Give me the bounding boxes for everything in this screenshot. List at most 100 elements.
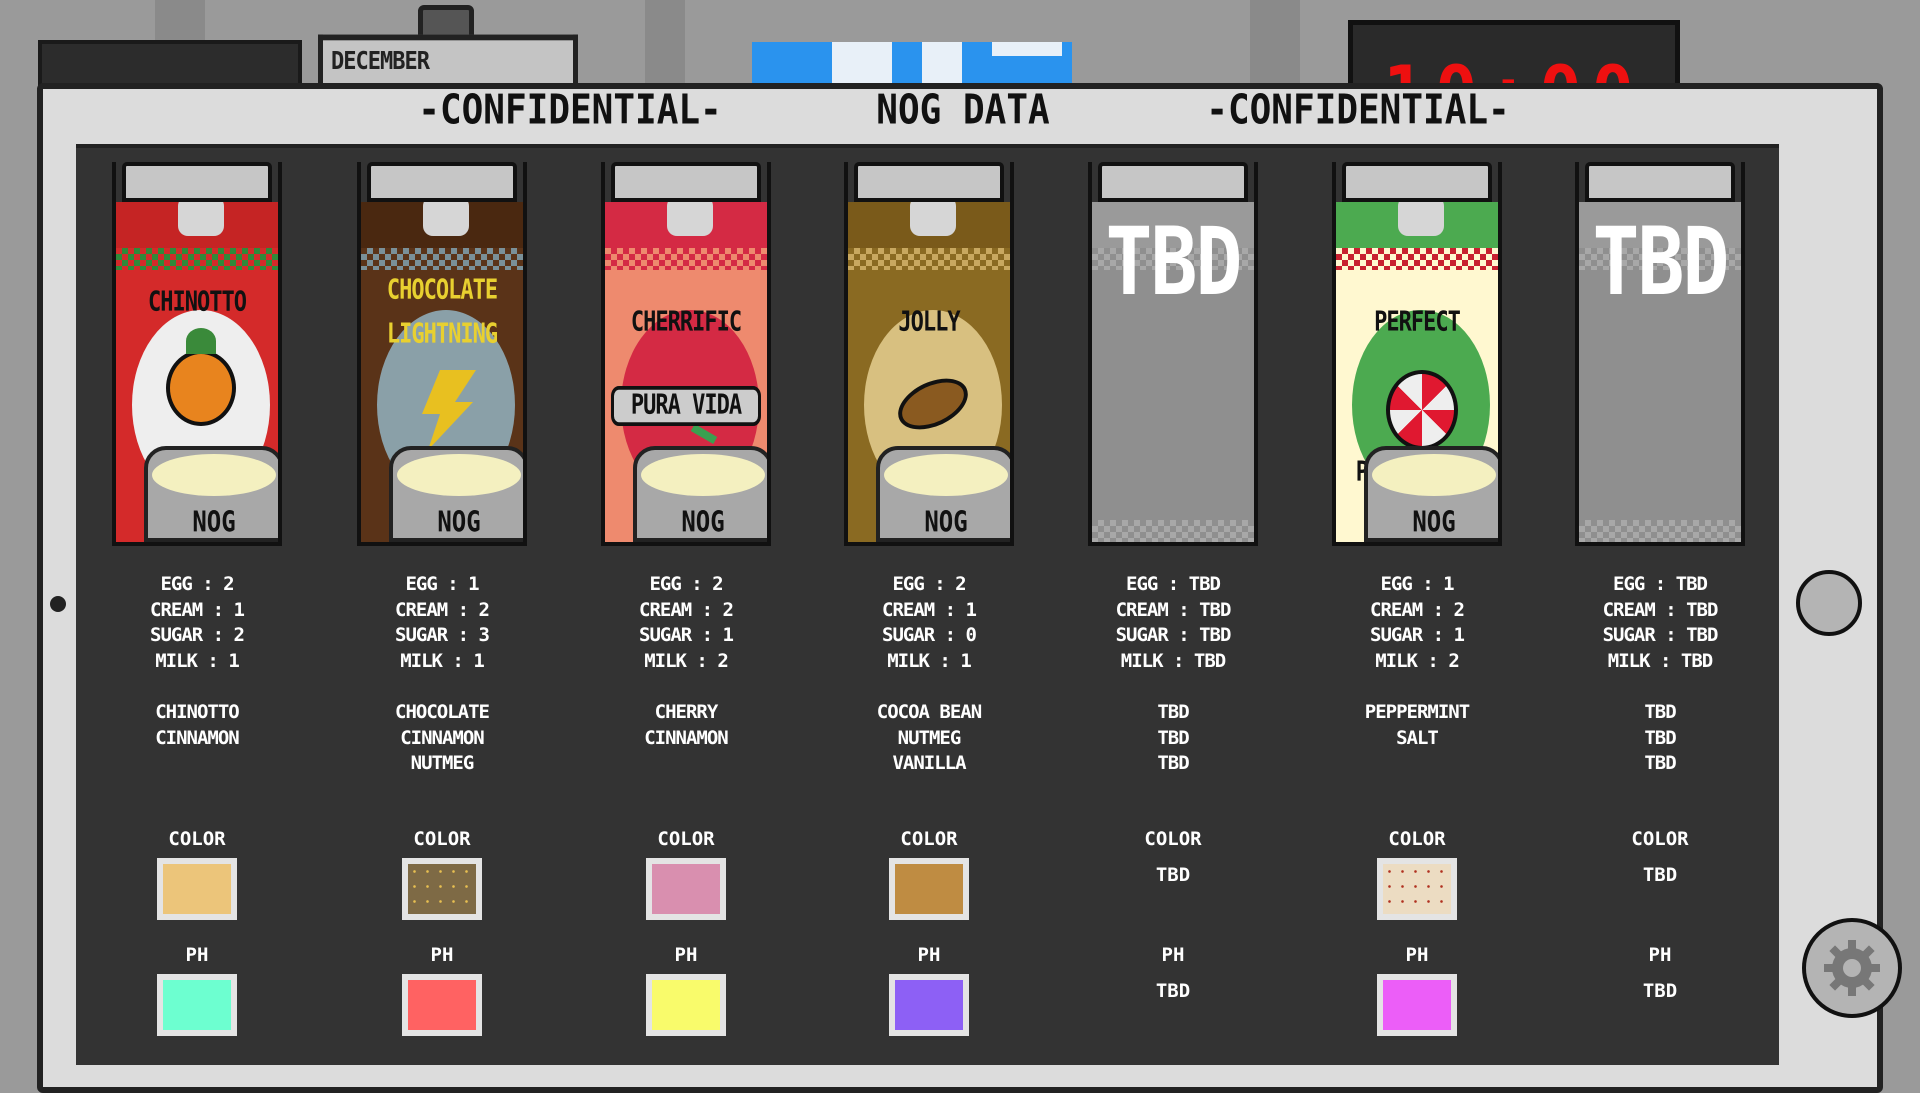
ingredient-stats: EGG : 1 CREAM : 2 SUGAR : 3 MILK : 1 bbox=[322, 572, 562, 674]
color-label: COLOR bbox=[1388, 828, 1446, 850]
carton-cap-knob bbox=[178, 196, 224, 236]
carton-top bbox=[1342, 162, 1492, 202]
cream-stat: CREAM : TBD bbox=[1115, 598, 1232, 621]
flavor-item: CHERRY bbox=[654, 701, 719, 723]
color-label: COLOR bbox=[1631, 828, 1689, 850]
gear-icon bbox=[1824, 940, 1880, 996]
flavor-item: VANILLA bbox=[892, 752, 966, 774]
ingredient-stats: EGG : 2 CREAM : 1 SUGAR : 2 MILK : 1 bbox=[77, 572, 317, 674]
cream-stat: CREAM : 2 bbox=[1370, 598, 1465, 621]
ph-label: PH bbox=[1161, 944, 1185, 966]
nog-label: NOG bbox=[437, 505, 481, 539]
nog-cup: NOG bbox=[1364, 446, 1498, 542]
peppermint-candy-icon bbox=[1386, 370, 1458, 450]
ph-label: PH bbox=[674, 944, 698, 966]
nog-carton: TBD bbox=[1575, 162, 1745, 546]
sugar-stat: SUGAR : 2 bbox=[150, 624, 245, 646]
sugar-stat: SUGAR : 1 bbox=[639, 624, 734, 646]
milk-stat: MILK : TBD bbox=[1120, 649, 1226, 672]
nog-carton: JOLLY JAVA NOG bbox=[844, 162, 1014, 546]
carton-name-line-2: PURA VIDA bbox=[611, 386, 761, 426]
carton-top bbox=[854, 162, 1004, 202]
panel-rivet bbox=[50, 596, 66, 612]
flavor-list: CHOCOLATE CINNAMON NUTMEG bbox=[322, 700, 562, 780]
egg-stat: EGG : 1 bbox=[1380, 573, 1454, 595]
ph-swatch bbox=[402, 974, 482, 1036]
color-swatch bbox=[646, 858, 726, 920]
nog-column: TBD EGG : TBD CREAM : TBD SUGAR : TBD MI… bbox=[1053, 162, 1293, 1036]
side-round-button[interactable] bbox=[1796, 570, 1862, 636]
ph-tbd: TBD bbox=[1642, 980, 1678, 1002]
nog-carton: TBD bbox=[1088, 162, 1258, 546]
egg-stat: EGG : TBD bbox=[1613, 573, 1708, 595]
clock-time: 10:00 bbox=[1383, 51, 1644, 85]
cream-stat: CREAM : 1 bbox=[150, 598, 245, 621]
ph-swatch bbox=[1377, 974, 1457, 1036]
color-tbd: TBD bbox=[1642, 864, 1678, 886]
carton-top bbox=[122, 162, 272, 202]
cream-stat: CREAM : TBD bbox=[1602, 598, 1719, 621]
carton-cap-knob bbox=[423, 196, 469, 236]
flavor-item: SALT bbox=[1396, 726, 1439, 749]
flavor-item: TBD bbox=[1157, 726, 1189, 749]
confidential-label-right: -CONFIDENTIAL- bbox=[1206, 86, 1510, 135]
flavor-item: CHOCOLATE bbox=[395, 701, 490, 723]
flavor-item: TBD bbox=[1644, 726, 1676, 749]
nog-label: NOG bbox=[1412, 505, 1456, 539]
carton-tbd-label: TBD bbox=[1105, 209, 1243, 317]
flavor-list: CHERRY CINNAMON bbox=[566, 700, 806, 780]
nog-column: PERFECT PEPPERMINT NOG EGG : 1 CREAM : 2… bbox=[1297, 162, 1537, 1036]
nog-carton: CHERRIFIC PURA VIDA NOG bbox=[601, 162, 771, 546]
carton-cap-knob bbox=[1398, 196, 1444, 236]
carton-cap-knob bbox=[667, 196, 713, 236]
ph-tbd: TBD bbox=[1155, 980, 1191, 1002]
nog-cup: NOG bbox=[633, 446, 767, 542]
color-label: COLOR bbox=[900, 828, 958, 850]
color-swatch bbox=[157, 858, 237, 920]
cream-stat: CREAM : 2 bbox=[395, 598, 490, 621]
flavor-item: CINNAMON bbox=[644, 726, 729, 749]
flavor-item: COCOA BEAN bbox=[876, 701, 982, 723]
wall-pillar bbox=[1250, 0, 1300, 90]
color-label: COLOR bbox=[657, 828, 715, 850]
carton-top bbox=[611, 162, 761, 202]
flavor-item: CINNAMON bbox=[400, 726, 485, 749]
flavor-list: PEPPERMINT SALT bbox=[1297, 700, 1537, 780]
ingredient-stats: EGG : TBD CREAM : TBD SUGAR : TBD MILK :… bbox=[1053, 572, 1293, 674]
flavor-item: TBD bbox=[1157, 701, 1189, 723]
nog-column: TBD EGG : TBD CREAM : TBD SUGAR : TBD MI… bbox=[1540, 162, 1780, 1036]
carton-cap-knob bbox=[910, 196, 956, 236]
wall-clock: 10:00 bbox=[1348, 20, 1680, 90]
carton-name-line-1: CHINOTTO bbox=[148, 286, 247, 318]
ph-label: PH bbox=[917, 944, 941, 966]
egg-stat: EGG : 2 bbox=[649, 573, 723, 595]
ingredient-stats: EGG : 1 CREAM : 2 SUGAR : 1 MILK : 2 bbox=[1297, 572, 1537, 674]
flavor-item: TBD bbox=[1644, 701, 1676, 723]
ph-swatch bbox=[157, 974, 237, 1036]
color-label: COLOR bbox=[413, 828, 471, 850]
orange-fruit-icon bbox=[166, 350, 236, 426]
carton-name-line-1: CHERRIFIC bbox=[630, 306, 742, 338]
leaf-icon bbox=[186, 328, 216, 354]
flavor-item: CINNAMON bbox=[155, 726, 240, 749]
nog-carton: CHINOTTO CLIMAX NOG bbox=[112, 162, 282, 546]
color-swatch bbox=[889, 858, 969, 920]
settings-gear-button[interactable] bbox=[1802, 918, 1902, 1018]
carton-top bbox=[1098, 162, 1248, 202]
nog-column: CHERRIFIC PURA VIDA NOG EGG : 2 CREAM : … bbox=[566, 162, 806, 1036]
ph-label: PH bbox=[185, 944, 209, 966]
flavor-list: COCOA BEAN NUTMEG VANILLA bbox=[809, 700, 1049, 780]
milk-stat: MILK : 2 bbox=[1375, 649, 1460, 672]
carton-name-line-2: LIGHTNING bbox=[386, 318, 498, 350]
egg-stat: EGG : TBD bbox=[1126, 573, 1221, 595]
sugar-stat: SUGAR : 1 bbox=[1370, 624, 1465, 646]
nog-cup: NOG bbox=[389, 446, 523, 542]
color-label: COLOR bbox=[168, 828, 226, 850]
ingredient-stats: EGG : 2 CREAM : 2 SUGAR : 1 MILK : 2 bbox=[566, 572, 806, 674]
carton-top bbox=[1585, 162, 1735, 202]
nog-column: CHOCOLATE LIGHTNING NOG EGG : 1 CREAM : … bbox=[322, 162, 562, 1036]
carton-top bbox=[367, 162, 517, 202]
ph-label: PH bbox=[1405, 944, 1429, 966]
ph-swatch bbox=[646, 974, 726, 1036]
nog-column: CHINOTTO CLIMAX NOG EGG : 2 CREAM : 1 SU… bbox=[77, 162, 317, 1036]
